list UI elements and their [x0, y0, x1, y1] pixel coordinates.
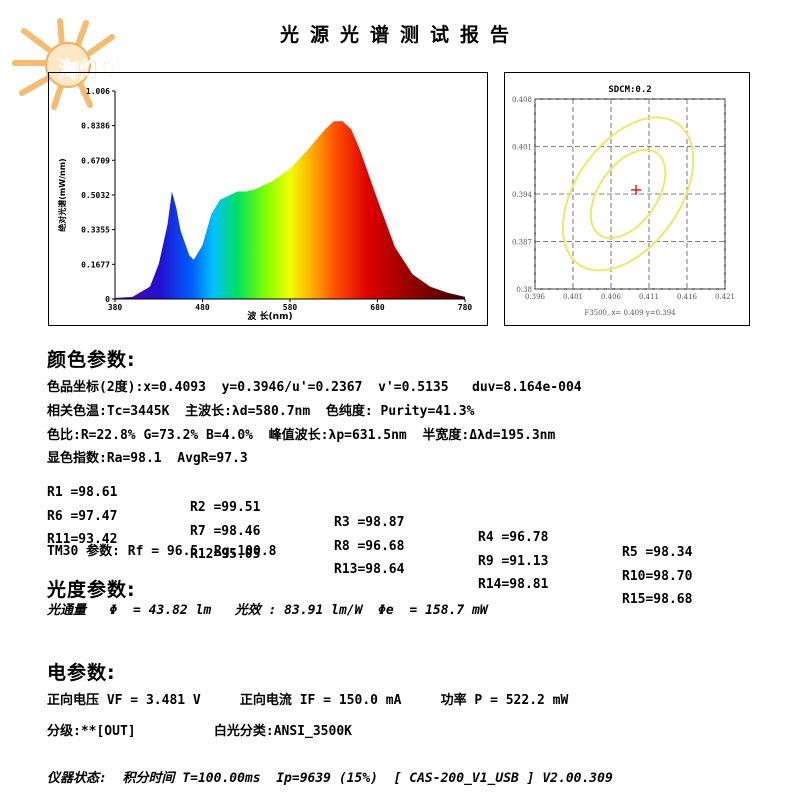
spectrum-area: [115, 121, 465, 299]
r-row: R1 =98.61 R2 =99.51 R3 =98.87 R4 =96.78 …: [47, 470, 692, 560]
photometric-line: 光通量 Φ = 43.82 lm 光效 : 83.91 lm/W Φe = 15…: [47, 603, 488, 618]
y-tick-label: 0.8386: [81, 122, 110, 131]
photometric-section-title: 光度参数:: [47, 579, 136, 601]
r-row: R11=93.42 R12=95.05 R13=98.64 R14=98.81 …: [47, 517, 692, 607]
r-value: R13=98.64: [334, 562, 405, 577]
r-row: R6 =97.47 R7 =98.46 R8 =96.68 R9 =91.13 …: [47, 494, 692, 584]
r-value: R4 =96.78: [478, 530, 549, 545]
y-axis-label: 绝对光谱(mW/nm): [57, 158, 67, 231]
x-tick-label: 0.396: [525, 293, 546, 301]
x-tick-label: 0.416: [677, 293, 698, 301]
cct-line: 相关色温:Tc=3445K 主波长:λd=580.7nm 色纯度: Purity…: [47, 404, 475, 419]
x-tick-label: 480: [195, 303, 210, 312]
sun-logo: 淘灯堡: [12, 18, 122, 110]
color-section-title: 颜色参数:: [47, 349, 136, 371]
electrical-line: 正向电压 VF = 3.481 V 正向电流 IF = 150.0 mA 功率 …: [47, 693, 569, 708]
tm30-line: TM30 参数: Rf = 96.5, Rg:100.8: [47, 544, 277, 559]
instrument-status: 仪器状态: 积分时间 T=100.00ms Ip=9639 (15%) [ CA…: [47, 771, 613, 786]
r-value: R15=98.68: [622, 592, 693, 607]
x-tick-label: 0.401: [563, 293, 583, 301]
chart-title: SDCM:0.2: [608, 85, 651, 95]
r-value: R6 =97.47: [47, 509, 118, 524]
r-value: R10=98.70: [622, 569, 693, 584]
r-value: R14=98.81: [478, 577, 549, 592]
cri-line: 显色指数:Ra=98.1 AvgR=97.3: [47, 451, 248, 466]
r-value: R3 =98.87: [334, 515, 405, 530]
r-value: R5 =98.34: [622, 545, 693, 560]
x-tick-label: 0.406: [601, 293, 622, 301]
chromaticity-chart-frame: SDCM:0.2 0.396 0.401 0.406 0.411 0.416 0.421 0.…: [504, 72, 750, 326]
chromaticity-line: 色品坐标(2度):x=0.4093 y=0.3946/u'=0.2367 v'=…: [47, 380, 582, 395]
chromaticity-chart: SDCM:0.2 0.396 0.401 0.406 0.411 0.416 0.421 0.…: [512, 85, 735, 317]
r-value: R7 =98.46: [190, 524, 261, 539]
r-value: R1 =98.61: [47, 485, 118, 500]
r-value: R2 =99.51: [190, 500, 261, 515]
color-ratio-line: 色比:R=22.8% G=73.2% B=4.0% 峰值波长:λp=631.5n…: [47, 428, 556, 443]
y-tick-label: 0.408: [512, 96, 532, 104]
x-tick-label: 680: [370, 303, 385, 312]
electrical-section-title: 电参数:: [47, 662, 116, 684]
r-value: R8 =96.68: [334, 539, 405, 554]
chart-caption: F3500, x= 0.409 y=0.394: [584, 309, 676, 317]
y-tick-label: 0.3355: [81, 226, 110, 235]
r-value: R12=95.05: [190, 547, 261, 562]
y-tick-label: 0.394: [512, 191, 533, 199]
y-tick-label: 0.401: [512, 144, 532, 152]
sdcm-ellipse-outer: [561, 116, 695, 272]
y-tick-label: 0.5032: [81, 191, 110, 200]
y-tick-label: 0.38: [516, 286, 532, 294]
x-tick-label: 0.421: [715, 293, 735, 301]
plot-frame: [534, 98, 726, 290]
report-title: 光源光谱测试报告: [279, 24, 520, 46]
x-tick-label: 580: [283, 303, 298, 312]
logo-text: 淘灯堡: [59, 58, 122, 82]
y-tick-label: 0.6709: [81, 156, 110, 165]
x-tick-label: 0.411: [639, 293, 659, 301]
y-tick-label: 0.1677: [81, 260, 110, 269]
spectrum-chart-frame: 0 0.1677 0.3355 0.5032 0.6709 0.8386 1.006 380 4…: [48, 72, 488, 326]
sdcm-ellipse-inner: [589, 148, 667, 240]
spectrum-chart: 0 0.1677 0.3355 0.5032 0.6709 0.8386 1.006 380 4…: [57, 87, 473, 322]
r-value: R11=93.42: [47, 532, 118, 547]
x-axis-label: 波 长(nm): [247, 310, 292, 322]
y-tick-label: 0.387: [512, 239, 532, 247]
y-tick-label: 0: [105, 295, 110, 304]
x-tick-label: 780: [458, 303, 473, 312]
y-tick-label: 1.006: [86, 87, 110, 96]
r-value: R9 =91.13: [478, 554, 549, 569]
x-tick-label: 380: [108, 303, 123, 312]
binning-line: 分级:**[OUT] 白光分类:ANSI_3500K: [47, 724, 352, 739]
